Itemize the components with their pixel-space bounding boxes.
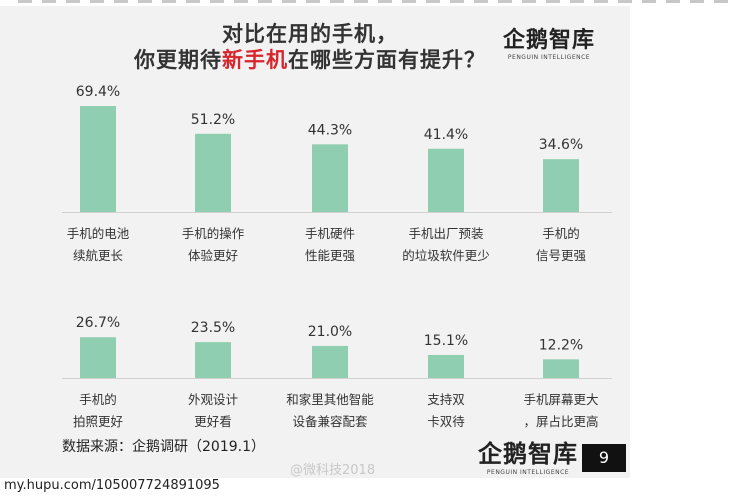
title-part-post: 在哪些方面有提升？ xyxy=(288,48,486,72)
category-label-2-4-1: 支持双 xyxy=(427,392,465,407)
source-url: my.hupu.com/105007724891095 xyxy=(4,478,220,493)
value-label-1-1: 69.4% xyxy=(76,84,120,100)
category-label-1-2-1: 手机的操作 xyxy=(182,226,245,241)
bar-1-3 xyxy=(312,144,348,212)
bar-1-1 xyxy=(80,106,116,212)
category-label-1-5-2: 信号更强 xyxy=(536,248,587,263)
bar-2-4 xyxy=(428,354,464,378)
category-label-2-4-2: 卡双待 xyxy=(427,414,465,429)
category-label-2-1-1: 手机的 xyxy=(79,392,117,407)
watermark: @微科技2018 xyxy=(290,463,376,478)
page-number: 9 xyxy=(582,444,626,472)
data-source: 数据来源：企鹅调研（2019.1） xyxy=(62,439,265,455)
logo-sub: PENGUIN INTELLIGENCE xyxy=(507,54,591,61)
right-blank-area xyxy=(630,6,750,478)
title-part-pre: 你更期待 xyxy=(134,48,222,72)
category-label-1-3-1: 手机硬件 xyxy=(305,226,355,241)
bar-1-2 xyxy=(195,133,231,212)
chart-title-line-2: 你更期待新手机在哪些方面有提升？ xyxy=(130,44,490,74)
category-label-1-5-1: 手机的 xyxy=(542,226,580,241)
slide xyxy=(0,6,630,478)
value-label-1-2: 51.2% xyxy=(191,112,235,128)
category-label-1-2-2: 体验更好 xyxy=(188,248,238,263)
value-label-1-4: 41.4% xyxy=(424,127,468,143)
bar-2-2 xyxy=(195,342,231,378)
category-label-2-2-2: 更好看 xyxy=(194,414,232,429)
bar-2-3 xyxy=(312,345,348,378)
value-label-1-5: 34.6% xyxy=(539,137,583,153)
category-label-2-1-2: 拍照更好 xyxy=(73,414,123,429)
value-label-2-1: 26.7% xyxy=(76,315,120,331)
logo-sub-bottom: PENGUIN INTELLIGENCE xyxy=(486,469,570,476)
bar-1-4 xyxy=(428,148,464,212)
logo-name-bottom: 企鹅智库 xyxy=(478,440,578,468)
category-label-1-4-2: 的垃圾软件更少 xyxy=(402,248,490,263)
bar-2-5 xyxy=(543,359,579,378)
category-label-1-3-2: 性能更强 xyxy=(305,248,356,263)
category-label-2-3-1: 和家里其他智能 xyxy=(286,392,374,407)
value-label-2-5: 12.2% xyxy=(539,337,583,353)
category-label-1-1-1: 手机的电池 xyxy=(67,226,130,241)
value-label-1-3: 44.3% xyxy=(308,122,352,138)
bar-2-1 xyxy=(80,337,116,378)
category-label-2-5-1: 手机屏幕更大 xyxy=(523,392,598,407)
logo-name: 企鹅智库 xyxy=(503,28,596,53)
bar-1-5 xyxy=(543,159,579,212)
category-label-2-5-2: ，屏占比更高 xyxy=(523,414,598,429)
category-label-1-1-2: 续航更长 xyxy=(73,248,124,263)
brand-logo-top: 企鹅智库 PENGUIN INTELLIGENCE xyxy=(503,22,595,61)
chart-title-line-1: 对比在用的手机， xyxy=(222,22,398,46)
value-label-2-2: 23.5% xyxy=(191,320,235,336)
title-highlight: 新手机 xyxy=(222,48,288,72)
category-label-1-4-1: 手机出厂预装 xyxy=(408,226,483,241)
category-label-2-3-2: 设备兼容配套 xyxy=(292,414,368,429)
category-label-2-2-1: 外观设计 xyxy=(188,392,238,407)
brand-logo-bottom: 企鹅智库 PENGUIN INTELLIGENCE xyxy=(478,434,578,476)
top-dashed-border xyxy=(18,0,728,3)
value-label-2-3: 21.0% xyxy=(308,324,352,340)
value-label-2-4: 15.1% xyxy=(424,333,468,349)
